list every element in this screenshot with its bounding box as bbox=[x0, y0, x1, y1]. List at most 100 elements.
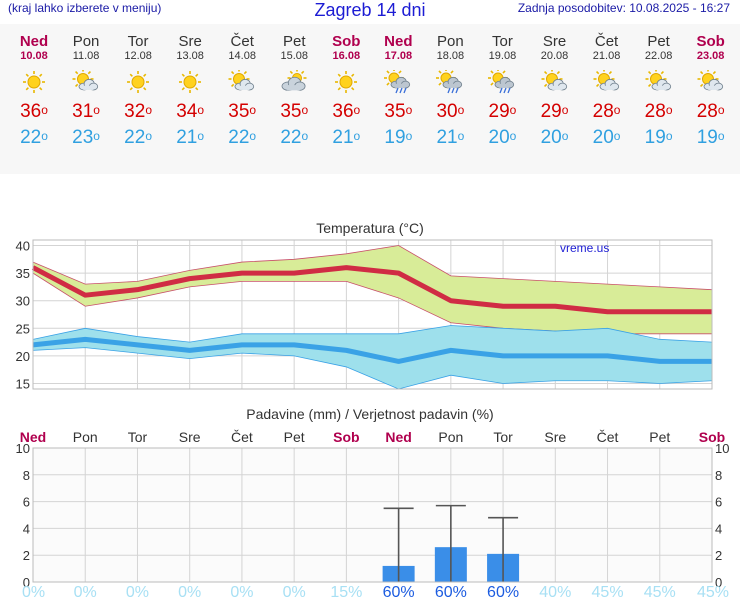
temperature-tick-label: 25 bbox=[16, 321, 30, 336]
min-temperature: 22o bbox=[268, 127, 320, 149]
degree-symbol: o bbox=[197, 129, 205, 143]
min-temperature: 20o bbox=[476, 127, 528, 149]
min-temperature: 21o bbox=[424, 127, 476, 149]
degree-symbol: o bbox=[145, 129, 152, 143]
precipitation-probability-label: 45% bbox=[592, 584, 624, 600]
day-name: Ned bbox=[384, 33, 413, 50]
precipitation-tick-label-left: 0 bbox=[23, 575, 30, 590]
day-name: Tor bbox=[492, 33, 513, 50]
daily-forecast-strip: Ned 10.08 36o 22o Pon 11.08 31o 23o Tor 12.08 32o 2… bbox=[0, 24, 740, 174]
day-name: Čet bbox=[594, 33, 619, 50]
precipitation-probability-label: 0% bbox=[22, 584, 45, 600]
precipitation-tick-label-right: 4 bbox=[715, 521, 722, 536]
sun-cloud-icon bbox=[645, 70, 671, 91]
degree-symbol: o bbox=[457, 103, 465, 117]
max-temperature-band bbox=[33, 245, 712, 334]
max-temperature: 32o bbox=[112, 101, 164, 123]
min-temperature: 19o bbox=[372, 127, 424, 149]
min-temperature: 19o bbox=[685, 127, 737, 149]
precipitation-day-label: Pet bbox=[284, 429, 305, 445]
temperature-tick-label: 35 bbox=[16, 266, 30, 281]
sun-icon bbox=[23, 71, 45, 93]
day-column: Pet 15.08 35o 22o bbox=[268, 24, 320, 174]
precipitation-day-label: Sob bbox=[699, 429, 725, 445]
min-temperature-value: 23 bbox=[72, 127, 94, 148]
precipitation-tick-label-right: 6 bbox=[715, 495, 722, 510]
day-date: 22.08 bbox=[644, 50, 673, 62]
min-band-upper-edge bbox=[32, 325, 713, 343]
day-name: Ned bbox=[19, 33, 49, 50]
degree-symbol: o bbox=[665, 103, 673, 117]
degree-symbol: o bbox=[561, 129, 569, 143]
day-name: Pet bbox=[647, 33, 670, 50]
min-temperature-value: 22 bbox=[124, 127, 146, 148]
day-date: 15.08 bbox=[280, 50, 309, 62]
max-temperature: 30o bbox=[424, 101, 476, 123]
precipitation-tick-label-left: 10 bbox=[16, 441, 30, 456]
degree-symbol: o bbox=[405, 129, 413, 143]
day-date: 12.08 bbox=[124, 50, 152, 62]
day-column: Sob 16.08 36o 21o bbox=[320, 24, 372, 174]
day-column: Tor 12.08 32o 22o bbox=[112, 24, 164, 174]
max-temperature-value: 28 bbox=[592, 101, 614, 122]
precipitation-probability-label: 60% bbox=[435, 584, 467, 600]
degree-symbol: o bbox=[249, 103, 257, 117]
sun-icon bbox=[335, 71, 358, 93]
temperature-tick-label: 20 bbox=[16, 349, 30, 364]
day-name: Pon bbox=[437, 33, 464, 50]
sun-icon bbox=[179, 71, 202, 93]
max-temperature-value: 28 bbox=[644, 101, 666, 122]
max-temperature-value: 34 bbox=[176, 101, 198, 122]
precipitation-probability-label: 0% bbox=[283, 584, 306, 600]
day-column: Tor 19.08 29o 20o bbox=[476, 24, 528, 174]
degree-symbol: o bbox=[613, 103, 621, 117]
max-temperature-value: 35 bbox=[280, 101, 302, 122]
watermark: vreme.us bbox=[560, 241, 609, 255]
degree-symbol: o bbox=[197, 103, 205, 117]
degree-symbol: o bbox=[457, 129, 465, 143]
precipitation-tick-label-right: 8 bbox=[715, 468, 722, 483]
day-column: Pon 11.08 31o 23o bbox=[60, 24, 112, 174]
max-temperature: 29o bbox=[529, 101, 581, 123]
degree-symbol: o bbox=[561, 103, 569, 117]
precipitation-chart-title: Padavine (mm) / Verjetnost padavin (%) bbox=[246, 406, 493, 422]
day-column: Ned 10.08 36o 22o bbox=[8, 24, 60, 174]
degree-symbol: o bbox=[41, 129, 48, 143]
max-temperature-value: 28 bbox=[696, 101, 718, 122]
precipitation-day-label: Sre bbox=[544, 429, 566, 445]
day-name: Čet bbox=[230, 33, 254, 50]
temperature-frame bbox=[32, 239, 713, 390]
degree-symbol: o bbox=[717, 129, 725, 143]
day-column: Sre 13.08 34o 21o bbox=[164, 24, 216, 174]
max-temperature-value: 35 bbox=[384, 101, 406, 122]
day-date: 23.08 bbox=[696, 50, 725, 62]
precipitation-probability-label: 40% bbox=[539, 584, 571, 600]
max-temperature: 36o bbox=[8, 101, 60, 123]
max-temperature: 28o bbox=[685, 101, 737, 123]
max-temperature-value: 30 bbox=[436, 101, 458, 122]
location-hint[interactable]: (kraj lahko izberete v meniju) bbox=[8, 1, 162, 15]
precipitation-day-label: Čet bbox=[597, 429, 619, 445]
max-temperature-value: 31 bbox=[72, 101, 94, 122]
max-temperature-value: 32 bbox=[124, 101, 146, 122]
max-temperature: 35o bbox=[268, 101, 320, 123]
day-date: 19.08 bbox=[488, 50, 517, 62]
degree-symbol: o bbox=[405, 103, 413, 117]
min-temperature: 20o bbox=[529, 127, 581, 149]
max-temperature: 36o bbox=[320, 101, 372, 123]
precipitation-day-label: Sre bbox=[179, 429, 201, 445]
min-temperature-value: 19 bbox=[696, 127, 718, 148]
precipitation-probability-label: 0% bbox=[126, 584, 149, 600]
precipitation-tick-label-left: 2 bbox=[23, 548, 30, 563]
sun-cloud-icon bbox=[72, 70, 99, 91]
day-name: Pon bbox=[72, 33, 100, 50]
precipitation-probability-label: 0% bbox=[74, 584, 97, 600]
day-date: 17.08 bbox=[384, 50, 413, 62]
min-temperature-value: 22 bbox=[20, 127, 42, 148]
sun-rain-icon bbox=[384, 70, 411, 94]
min-temperature-value: 19 bbox=[644, 127, 666, 148]
precipitation-tick-label-right: 2 bbox=[715, 548, 722, 563]
max-temperature-line bbox=[31, 265, 712, 315]
degree-symbol: o bbox=[41, 103, 48, 117]
day-name: Sob bbox=[696, 33, 725, 50]
